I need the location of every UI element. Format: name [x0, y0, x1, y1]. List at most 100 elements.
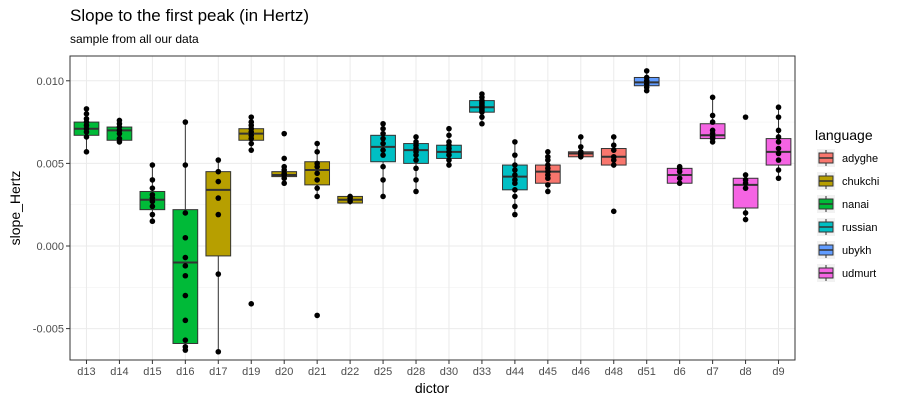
data-point	[182, 337, 189, 343]
data-point	[215, 168, 222, 175]
data-point	[610, 153, 617, 160]
y-tick-label: 0.010	[36, 76, 64, 88]
data-point	[149, 211, 156, 218]
data-point	[83, 115, 90, 122]
data-point	[413, 139, 419, 145]
x-tick-label: d9	[772, 366, 784, 378]
data-point	[314, 177, 320, 183]
data-point	[413, 165, 419, 172]
legend-title: language	[815, 127, 873, 143]
x-tick-label: d17	[209, 366, 227, 378]
legend-label: russian	[842, 222, 877, 234]
data-point	[314, 149, 320, 155]
data-point	[380, 177, 386, 183]
data-point	[116, 135, 123, 142]
y-tick-label: 0.005	[36, 158, 64, 170]
data-point	[775, 134, 782, 140]
data-point	[314, 160, 320, 167]
x-tick-label: d21	[308, 366, 326, 378]
data-point	[248, 140, 255, 147]
data-point	[775, 104, 782, 111]
x-tick-label: d30	[440, 366, 458, 378]
data-point	[512, 172, 518, 178]
data-point	[775, 150, 782, 157]
data-point	[446, 125, 452, 132]
data-point	[380, 120, 386, 127]
chart-subtitle: sample from all our data	[70, 32, 199, 46]
data-point	[709, 119, 716, 125]
data-point	[380, 152, 386, 158]
data-point	[413, 177, 419, 183]
x-tick-label: d33	[473, 366, 491, 378]
data-point	[775, 127, 782, 134]
legend-label: adyghe	[842, 153, 878, 165]
x-tick-label: d22	[341, 366, 359, 378]
data-point	[545, 188, 551, 195]
data-point	[742, 216, 749, 223]
data-point	[116, 117, 123, 124]
data-point	[182, 263, 189, 269]
x-tick-label: d46	[572, 366, 590, 378]
data-point	[512, 167, 518, 173]
data-point	[215, 195, 222, 201]
data-point	[413, 188, 419, 195]
data-point	[610, 162, 617, 168]
legend-label: chukchi	[842, 176, 879, 188]
data-point	[610, 142, 617, 149]
x-axis-ticks: d13 d14 d15 d16 d17 d19 d20 d21 d22 d25 d28 d30 d33 d…	[77, 360, 785, 378]
data-point	[83, 106, 90, 112]
x-tick-label: d16	[176, 366, 194, 378]
data-point	[149, 162, 156, 168]
data-point	[149, 203, 156, 210]
data-point	[314, 140, 320, 147]
data-point	[775, 145, 782, 152]
data-point	[182, 292, 189, 299]
data-point	[149, 177, 156, 183]
data-point	[775, 157, 782, 163]
data-point	[83, 111, 90, 117]
x-tick-label: d13	[77, 366, 95, 378]
data-point	[610, 134, 617, 140]
data-point	[413, 157, 419, 163]
x-tick-label: d28	[407, 366, 425, 378]
y-tick-label: -0.005	[33, 324, 64, 336]
data-point	[610, 208, 617, 215]
data-point	[149, 191, 156, 198]
data-point	[314, 193, 320, 200]
data-point	[512, 211, 518, 218]
data-point	[380, 147, 386, 153]
data-point	[182, 162, 189, 168]
data-point	[446, 157, 452, 163]
legend: language adyghe chukchi nanai russian ubykh u…	[815, 127, 879, 282]
x-tick-label: d7	[706, 366, 718, 378]
data-point	[512, 193, 518, 200]
data-point	[610, 147, 617, 153]
data-point	[446, 132, 452, 139]
data-point	[742, 177, 749, 183]
data-point	[281, 163, 288, 170]
data-point	[182, 343, 189, 350]
data-point	[149, 185, 156, 191]
x-axis-title: dictor	[415, 380, 450, 396]
data-point	[380, 163, 386, 170]
y-axis-ticks: -0.005 0.000 0.005 0.010	[33, 76, 70, 336]
data-point	[314, 170, 320, 177]
x-tick-label: d51	[638, 366, 656, 378]
data-point	[479, 120, 485, 127]
data-point	[215, 157, 222, 163]
data-point	[512, 187, 518, 193]
data-point	[83, 134, 90, 140]
x-tick-label: d45	[539, 366, 557, 378]
data-point	[182, 234, 189, 241]
data-point	[182, 317, 189, 324]
data-point	[182, 210, 189, 216]
data-point	[545, 149, 551, 155]
x-tick-label: d8	[739, 366, 751, 378]
legend-label: ubykh	[842, 245, 871, 257]
data-point	[512, 139, 518, 145]
legend-item-adyghe: adyghe	[817, 149, 878, 167]
x-tick-label: d44	[506, 366, 524, 378]
data-points	[83, 68, 782, 355]
x-tick-label: d20	[275, 366, 293, 378]
plot-border	[69, 55, 796, 361]
